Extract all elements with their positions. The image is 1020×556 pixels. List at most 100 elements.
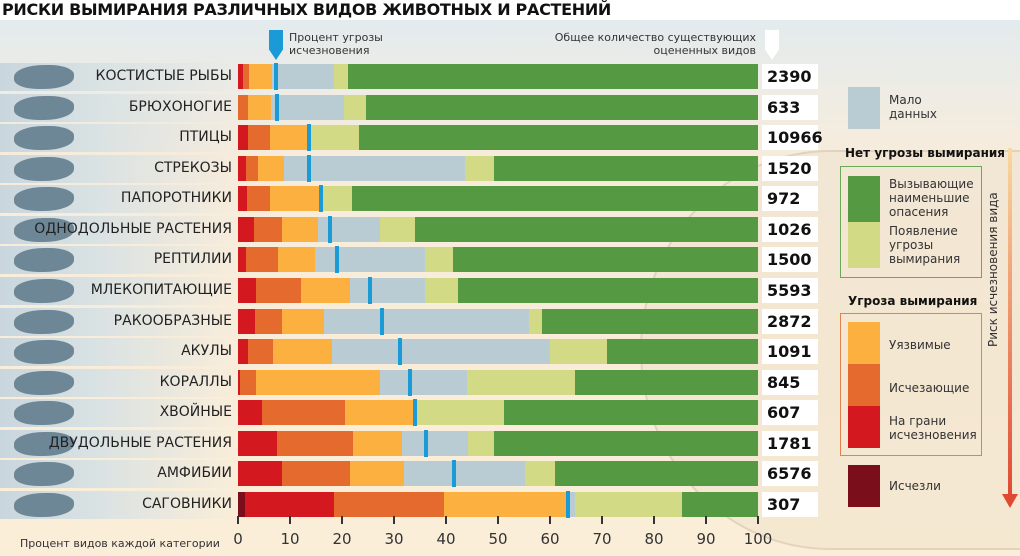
category-label: СТРЕКОЗЫ [154, 159, 232, 176]
category-label: МЛЕКОПИТАЮЩИЕ [90, 281, 232, 298]
bar-segment-en [243, 64, 250, 89]
bar-segment-dd [401, 430, 469, 456]
bar-segment-cr [238, 277, 257, 303]
species-count: 1500 [762, 247, 818, 273]
bar-segment-dd [323, 308, 530, 334]
bar-segment-cr [238, 369, 241, 395]
x-tick-label: 60 [540, 530, 560, 548]
bar-segment-vu [258, 155, 285, 181]
category-label: КОСТИСТЫЕ РЫБЫ [95, 68, 233, 84]
chart-row: КОРАЛЛЫ 845 [0, 368, 818, 397]
stacked-bar [238, 154, 759, 182]
bar-segment-vu [353, 430, 403, 456]
flower-icon [14, 431, 74, 456]
bird-icon [14, 126, 74, 151]
bar-segment-vu [349, 461, 405, 487]
bar-segment-nt [574, 491, 683, 517]
bar-segment-vu [444, 491, 567, 517]
bar-segment-lc [453, 247, 759, 273]
stacked-bar [238, 338, 759, 366]
x-tick [549, 516, 551, 524]
x-tick-label: 10 [280, 530, 300, 548]
chart-row: ПАПОРОТНИКИ 972 [0, 185, 818, 214]
bar-segment-lc [359, 125, 759, 151]
x-tick [341, 516, 343, 524]
bar-segment-en [246, 247, 279, 273]
legend-swatch-data-deficient [848, 87, 880, 129]
count-header-label: Общее количество существующих оцененных … [554, 31, 756, 57]
chart-row: ОДНОДОЛЬНЫЕ РАСТЕНИЯ 1026 [0, 215, 818, 244]
species-count: 2390 [762, 64, 818, 89]
fern-icon [14, 187, 74, 212]
stacked-bar [238, 185, 759, 213]
bar-segment-en [246, 186, 271, 212]
bar-segment-nt [466, 369, 576, 395]
bar-segment-cr [238, 339, 249, 365]
bar-segment-cr [244, 491, 335, 517]
bar-segment-lc [682, 491, 759, 517]
bar-segment-lc [542, 308, 759, 334]
bar-segment-vu [281, 216, 319, 242]
x-tick-label: 30 [384, 530, 404, 548]
legend-swatch-en [848, 364, 880, 406]
species-count: 5593 [762, 277, 818, 303]
legend-label-ex: Исчезли [889, 479, 941, 493]
legend-swatch-cr [848, 406, 880, 448]
legend-label-nt: Появление угрозы вымирания [889, 224, 961, 266]
bar-segment-en [255, 308, 283, 334]
bar-segment-en [262, 400, 346, 426]
bar-segment-vu [248, 94, 272, 120]
stacked-bar [238, 307, 759, 335]
wheat-icon [14, 217, 74, 242]
bar-segment-en [254, 216, 283, 242]
bar-segment-cr [238, 247, 247, 273]
legend-heading-no-threat: Нет угрозы вымирания [845, 146, 1005, 160]
palm-icon [14, 492, 74, 517]
bar-segment-ex [238, 491, 246, 517]
shark-icon [14, 340, 74, 365]
bar-segment-nt [318, 186, 353, 212]
threat-percent-marker [379, 307, 384, 335]
category-label: БРЮХОНОГИЕ [128, 98, 232, 115]
bar-segment-dd [331, 339, 551, 365]
bar-segment-lc [415, 216, 759, 242]
bar-segment-cr [238, 400, 263, 426]
species-count: 1091 [762, 339, 818, 365]
category-label: ПТИЦЫ [179, 129, 232, 146]
species-count: 307 [762, 491, 818, 517]
fish-icon [14, 65, 74, 89]
bar-segment-dd [403, 461, 525, 487]
bar-segment-dd [284, 155, 466, 181]
chart-row: АМФИБИИ 6576 [0, 460, 818, 489]
bar-segment-en [238, 94, 249, 120]
bar-segment-en [334, 491, 445, 517]
chart-title: РИСКИ ВЫМИРАНИЯ РАЗЛИЧНЫХ ВИДОВ ЖИВОТНЫХ… [0, 0, 1020, 20]
threat-percent-marker [307, 154, 312, 182]
bar-segment-dd [314, 247, 426, 273]
threat-percent-marker [274, 63, 279, 90]
species-count: 972 [762, 186, 818, 212]
x-tick [497, 516, 499, 524]
threat-percent-marker [327, 215, 332, 243]
conifer-icon [14, 401, 74, 426]
chart-row: РАКООБРАЗНЫЕ 2872 [0, 307, 818, 336]
frog-icon [14, 462, 74, 487]
bar-segment-vu [273, 339, 333, 365]
legend-swatch-nt [848, 222, 880, 268]
x-tick [601, 516, 603, 524]
x-tick [393, 516, 395, 524]
bar-segment-en [240, 369, 257, 395]
bar-segment-nt [334, 64, 349, 89]
bar-segment-cr [238, 216, 255, 242]
chart-row: МЛЕКОПИТАЮЩИЕ 5593 [0, 276, 818, 305]
species-count: 633 [762, 94, 818, 120]
bar-segment-cr [238, 430, 278, 456]
threat-percent-marker [565, 490, 570, 518]
x-tick-label: 0 [233, 530, 243, 548]
legend-swatch-lc [848, 176, 880, 222]
bar-segment-cr [238, 308, 256, 334]
bar-segment-en [247, 339, 274, 365]
chart-row: ПТИЦЫ 10966 [0, 124, 823, 153]
stacked-bar [238, 368, 759, 396]
stacked-bar [238, 460, 759, 488]
